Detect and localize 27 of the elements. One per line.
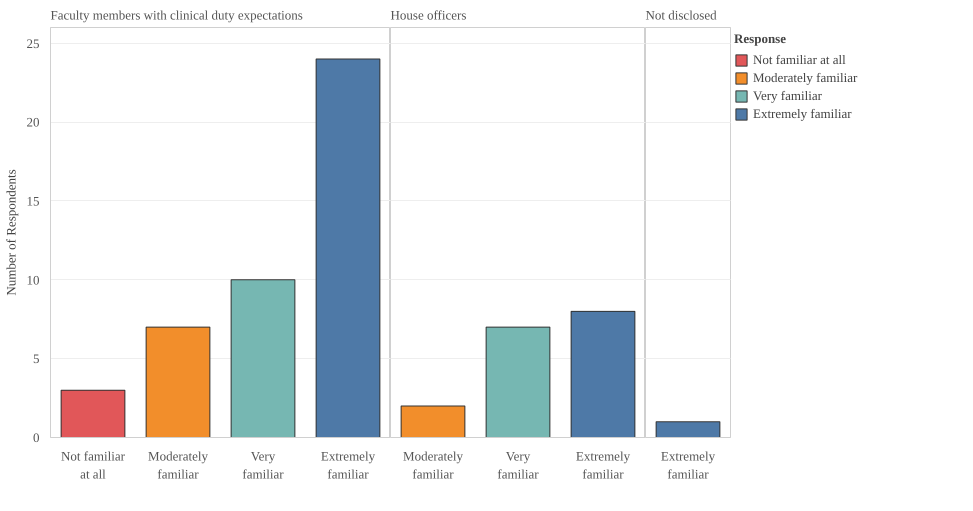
bar xyxy=(316,58,380,438)
y-axis-title: Number of Respondents xyxy=(4,169,18,296)
bar xyxy=(230,279,296,438)
x-tick-label: Extremely familiar xyxy=(660,448,716,482)
x-tick-label: Extremely familiar xyxy=(576,448,631,482)
chart-title: House officers xyxy=(390,8,466,22)
chart-title: Faculty members with clinical duty expectations xyxy=(50,8,303,22)
legend-label: Very familiar xyxy=(753,88,822,104)
x-tick-label: Extremely familiar xyxy=(320,448,376,482)
y-tick-label: 0 xyxy=(33,430,40,445)
x-tick-label: Very familiar xyxy=(497,448,540,482)
x-tick-label: Very familiar xyxy=(242,448,284,482)
chart-title: Not disclosed xyxy=(646,8,718,22)
y-tick-label: 25 xyxy=(26,36,40,51)
y-tick-label: 5 xyxy=(33,351,40,366)
legend-label: Not familiar at all xyxy=(753,52,846,68)
y-tick-label: 10 xyxy=(26,272,40,288)
y-tick-label: 15 xyxy=(26,193,40,208)
x-tick-label: Moderately familiar xyxy=(148,448,208,482)
x-tick-label: Not familiar at all xyxy=(61,448,126,482)
bar xyxy=(146,326,210,438)
legend-label: Extremely familiar xyxy=(753,106,852,122)
bar xyxy=(60,390,126,438)
x-tick-label: Moderately familiar xyxy=(403,448,464,482)
y-tick-label: 20 xyxy=(26,114,40,130)
legend-label: Moderately familiar xyxy=(753,70,858,86)
legend-title: Response xyxy=(734,31,788,47)
